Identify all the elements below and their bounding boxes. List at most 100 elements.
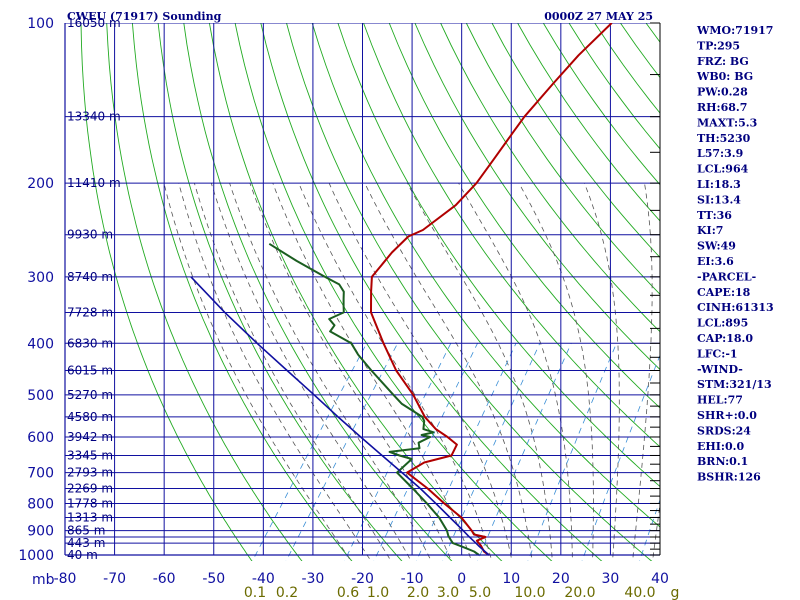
height-label: 1313 m [67,510,113,524]
height-label: 2269 m [67,482,113,496]
height-label: 1778 m [67,496,113,510]
height-label: 3345 m [67,448,113,462]
index-entry: BSHR:126 [697,471,761,484]
index-entry: HEL:77 [697,394,743,407]
mixing-ratio-tick-label: 0.1 [244,585,266,600]
height-label: 865 m [67,524,105,538]
mixing-ratio-tick-label: 5.0 [469,585,491,600]
moist-adiabat [163,182,352,561]
temperature-tick-label: -60 [153,571,176,587]
temperature-tick-label: -70 [103,571,126,587]
index-entry: L57:3.9 [697,147,743,160]
mixing-ratio-line [416,343,517,561]
index-entry: PW:0.28 [697,86,748,99]
mixing-ratio-tick-label: 0.2 [276,585,298,600]
moist-adiabat [407,182,553,561]
index-entry: SRDS:24 [697,424,751,437]
pressure-tick-label: 800 [27,496,54,512]
pressure-tick-label: 1000 [18,548,54,564]
index-entry: MAXT:5.3 [697,116,757,129]
dry-adiabat [491,23,660,259]
index-entry: LCL:964 [697,163,749,176]
moist-adiabat [364,182,533,561]
moist-adiabat [632,183,653,561]
index-entry: LFC:-1 [697,347,738,360]
index-entry: LCL:895 [697,317,748,330]
index-entry: EI:3.6 [697,255,734,268]
index-entry: CAP:18.0 [697,332,753,345]
dry-adiabat [363,23,660,448]
index-entry: -WIND- [697,363,743,376]
index-entry: RH:68.7 [697,101,747,114]
pressure-tick-labels: 100 200 300 400 500 600 700 800 900 1000 [18,16,54,564]
dry-adiabat [106,23,303,561]
temperature-tick-labels: -80 -70 -60 -50 -40 -30 -20 -10 0 10 20 30 40 [54,571,669,587]
moist-adiabat [229,182,432,561]
index-entry: CINH:61313 [697,301,774,314]
index-entry: STM:321/13 [697,378,772,391]
dry-adiabat [183,23,453,561]
parcel-profile [190,276,490,556]
index-entry: TT:36 [697,209,732,222]
height-label: 2793 m [67,466,113,480]
moist-adiabat [178,182,372,561]
pressure-tick-label: 700 [27,466,54,482]
axes [64,23,660,556]
dry-adiabat [260,23,603,561]
pressure-tick-label: 300 [27,270,54,286]
mixing-ratio-line [373,343,478,561]
moist-adiabat [210,182,412,561]
height-label: 11410 m [67,176,121,190]
profile-series [190,23,613,556]
stability-indices-panel: WMO:71917 TP:295 FRZ: BG WB0: BG PW:0.28 RH:6… [696,24,774,484]
mixing-ratio-line [527,343,617,561]
wind-barbs [650,22,661,556]
height-label: 6015 m [67,364,113,378]
temperature-tick-label: -40 [252,571,275,587]
height-label: 8740 m [67,270,113,284]
pressure-tick-label: 100 [27,16,54,32]
pressure-tick-label: 900 [27,524,54,540]
dry-adiabat [440,23,660,333]
height-label: 13340 m [67,110,121,124]
moist-adiabat [518,182,594,561]
height-label: 6830 m [67,336,113,350]
mixing-ratio-tick-label: 0.6 [337,585,359,600]
temperature-tick-label: -20 [351,571,374,587]
moist-adiabat [194,182,392,561]
pressure-tick-label: 400 [27,336,54,352]
height-label: 4580 m [67,410,113,424]
moist-adiabat [458,182,573,561]
height-label: 16050 m [67,16,121,30]
index-entry: TH:5230 [697,132,751,145]
height-label: 40 m [67,548,98,562]
pressure-tick-label: 500 [27,388,54,404]
index-entry: SI:13.4 [697,193,741,206]
mixing-ratio-tick-label: 1.0 [367,585,389,600]
mixing-ratio-tick-label: 40.0 [624,585,655,600]
chart-title: CWEU (71917) Sounding [67,10,222,23]
index-entry: SHR+:0.0 [697,409,757,422]
mixing-ratio-tick-label: 20.0 [564,585,595,600]
dry-adiabat [80,23,253,561]
temperature-profile [370,23,613,556]
pressure-tick-label: 200 [27,176,54,192]
moist-adiabat [298,182,493,561]
mixing-ratio-tick-label: 2.0 [407,585,429,600]
mixing-ratio-unit: g [671,585,680,600]
temperature-tick-label: -10 [401,571,424,587]
dry-adiabat [414,23,660,371]
height-label: 3942 m [67,430,113,444]
moist-adiabat [249,182,452,561]
index-entry: KI:7 [697,224,723,237]
mixing-ratio-line [581,354,660,561]
dry-adiabat [337,23,660,488]
mixing-ratio-line [285,343,398,561]
height-labels: 16050 m 13340 m 11410 m 9930 m 8740 m 7728 m 6… [67,16,121,562]
index-entry: FRZ: BG [697,55,749,68]
index-entry: CAPE:18 [697,286,751,299]
temperature-tick-label: -80 [54,571,77,587]
dry-adiabat [157,23,403,561]
temperature-tick-label: 40 [651,571,669,587]
